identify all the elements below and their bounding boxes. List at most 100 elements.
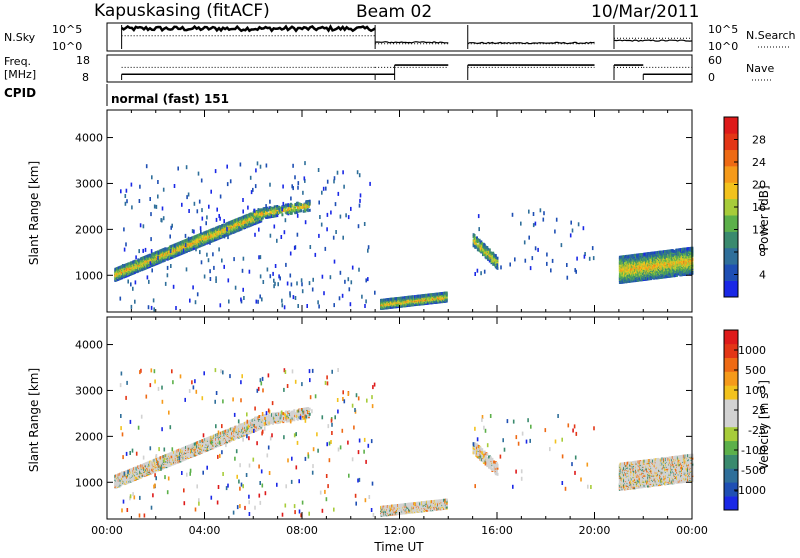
cell-5-4840 (289, 294, 291, 298)
cell-5-4685 (281, 299, 283, 303)
cell-5-4752 (216, 218, 218, 222)
cell-5-4809 (188, 209, 190, 213)
cell-5-4715 (282, 303, 284, 307)
cell-5-4742 (186, 195, 188, 199)
cell-5-4803 (350, 207, 352, 211)
cell-5-4666 (298, 181, 300, 185)
cell-5-4711 (297, 233, 299, 237)
cell-5-4812 (153, 307, 155, 311)
cell-6-4907 (576, 257, 578, 261)
cell-5-4638 (325, 247, 327, 251)
cell-5-4864 (359, 173, 361, 177)
cell-5-4771 (163, 188, 165, 192)
power-panel-frame (107, 110, 692, 312)
cell-5-4664 (146, 164, 148, 168)
date-title: 10/Mar/2011 (591, 2, 699, 22)
cell-1-1952 (300, 209, 302, 212)
cell-5-4618 (233, 257, 235, 261)
cell-6-4883 (512, 213, 514, 217)
cell-6-4886 (572, 229, 574, 233)
cell-5-4710 (148, 305, 150, 309)
noise-right-label: N.Search (746, 29, 796, 42)
cell-6-4891 (533, 212, 535, 216)
cell-6-4911 (484, 270, 486, 274)
cell-5-4748 (364, 222, 366, 226)
cell-5-4758 (242, 288, 244, 292)
cell-5-4767 (150, 212, 152, 216)
cell-5-4656 (274, 225, 276, 229)
cell-5-4632 (138, 249, 140, 253)
noise-sky-line-3 (614, 40, 692, 41)
cell-5-4728 (306, 304, 308, 308)
cell-5-4676 (200, 230, 202, 234)
cell-5-4659 (290, 274, 292, 278)
cell-5-4695 (228, 278, 230, 282)
cell-5-4630 (197, 292, 199, 296)
cell-5-4761 (185, 234, 187, 238)
cell-5-4604 (240, 163, 242, 167)
cell-6-4906 (533, 223, 535, 227)
cell-5-4762 (343, 185, 345, 189)
noise-right-tick-top: 10^5 (708, 23, 738, 36)
cell-5-4858 (283, 202, 285, 206)
cell-5-4724 (323, 291, 325, 295)
cell-5-4846 (359, 204, 361, 208)
cell-5-4635 (151, 175, 153, 179)
cell-5-4841 (318, 234, 320, 238)
cpid-panel: CPID normal (fast) 151 (4, 84, 229, 106)
cell-5-4745 (170, 264, 172, 268)
cell-5-4856 (218, 214, 220, 218)
cell-5-4775 (260, 255, 262, 259)
cell-6-4884 (520, 222, 522, 226)
cell-5-4755 (145, 248, 147, 252)
freq-panel: Freq. [MHz] 18 8 60 0 Nave (4, 54, 774, 84)
cell-5-4766 (150, 261, 152, 265)
cell-5-4652 (352, 266, 354, 270)
cell-5-4750 (167, 273, 169, 277)
cell-5-4713 (206, 215, 208, 219)
cell-5-4768 (293, 295, 295, 299)
cell-5-4868 (183, 248, 185, 252)
cell-5-4815 (259, 295, 261, 299)
cell-5-4619 (255, 168, 257, 172)
cell-5-4785 (333, 303, 335, 307)
cell-5-4628 (310, 245, 312, 249)
cell-5-4741 (342, 294, 344, 298)
cell-5-4739 (212, 252, 214, 256)
cell-5-4727 (173, 285, 175, 289)
cell-6-4913 (525, 259, 527, 263)
cell-5-4802 (195, 247, 197, 251)
cell-6-4901 (550, 268, 552, 272)
cell-5-4607 (147, 275, 149, 279)
cpid-entry: normal (fast) 151 (111, 92, 229, 106)
cell-5-4854 (215, 279, 217, 283)
cell-5-4790 (292, 164, 294, 168)
cell-6-4899 (554, 230, 556, 234)
cell-5-4693 (143, 224, 145, 228)
cell-5-4763 (272, 272, 274, 276)
freq-panel-frame (107, 55, 692, 82)
beam-title: Beam 02 (356, 2, 432, 22)
cell-6-4912 (480, 271, 482, 275)
cell-6-4918 (478, 214, 480, 218)
cell-5-4797 (162, 207, 164, 211)
cell-5-4834 (201, 208, 203, 212)
cell-5-4837 (285, 218, 287, 222)
cell-5-4603 (265, 204, 267, 208)
cell-5-4870 (335, 202, 337, 206)
cell-5-4729 (318, 201, 320, 205)
cell-5-4780 (186, 267, 188, 271)
cell-5-4597 (290, 197, 292, 201)
cell-5-4824 (249, 270, 251, 274)
cell-5-4792 (340, 215, 342, 219)
cell-5-4655 (209, 241, 211, 245)
cell-5-4661 (260, 274, 262, 278)
cell-5-4776 (309, 281, 311, 285)
cell-5-4642 (156, 205, 158, 209)
cell-6-4871 (546, 253, 548, 257)
cell-6-4881 (556, 218, 558, 222)
cell-5-4708 (210, 277, 212, 281)
cell-5-4696 (291, 283, 293, 287)
